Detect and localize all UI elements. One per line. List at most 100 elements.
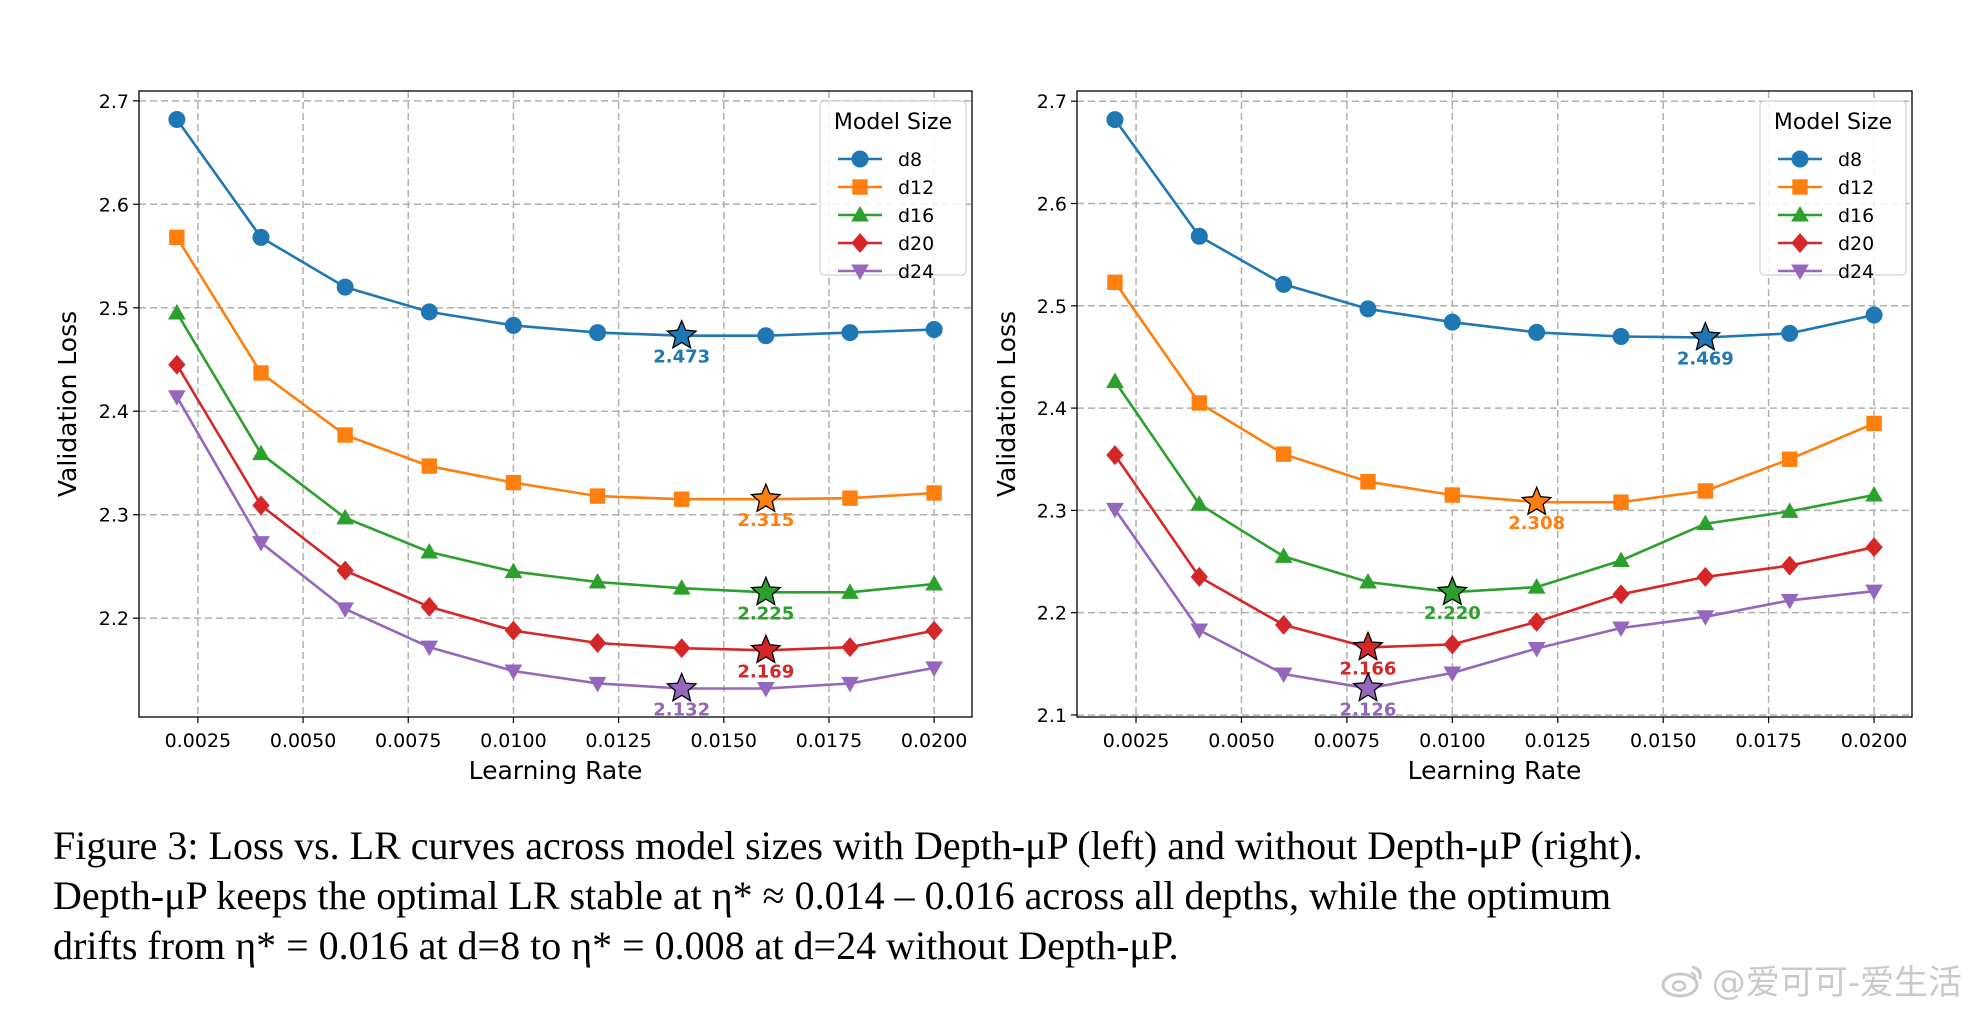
legend-label-d20: d20 (1838, 233, 1874, 255)
caption-line-1: Figure 3: Loss vs. LR curves across mode… (53, 823, 1643, 868)
data-point-d8 (336, 278, 354, 296)
chart-panel-left: 0.0025 0.0050 0.0075 0.0100 0.0125 0.0150 0.01… (53, 90, 973, 785)
data-point-d16 (841, 583, 859, 599)
series-d12: 2.308 (1107, 274, 1882, 534)
legend-box (819, 100, 967, 276)
legend-label-d8: d8 (1838, 149, 1862, 171)
optimum-label-d8: 2.473 (653, 347, 710, 368)
series-d16: 2.225 (168, 303, 943, 624)
data-point-d24 (1190, 623, 1209, 640)
optimum-star-d20 (749, 633, 782, 664)
optimum-star-d16 (1436, 575, 1469, 606)
caption-line-2: Depth-μP keeps the optimal LR stable at … (53, 873, 1612, 918)
data-point-d12 (1191, 395, 1207, 411)
data-point-d8 (1275, 275, 1293, 293)
optimum-star-d8 (665, 319, 698, 350)
series-line-d16 (175, 312, 935, 594)
legend-marker-d8 (851, 150, 869, 168)
axes-frame (138, 90, 973, 718)
optimum-label-d20: 2.169 (737, 661, 794, 682)
optimum-label-d12: 2.315 (737, 510, 794, 531)
y-axis-label: Validation Loss (53, 311, 82, 497)
data-point-d12 (842, 490, 858, 506)
series-line-d20 (175, 364, 935, 652)
data-point-d12 (505, 474, 522, 491)
data-point-d8 (1781, 324, 1799, 342)
optimum-label-d12: 2.308 (1508, 513, 1565, 534)
legend-marker-d24 (1791, 264, 1809, 281)
data-point-d16 (1190, 495, 1209, 511)
series-d8: 2.473 (168, 110, 943, 368)
data-point-d12 (169, 229, 185, 246)
data-point-d16 (1780, 502, 1799, 518)
data-point-d20 (1106, 445, 1124, 466)
x-tick-label: 0.0100 (480, 730, 546, 752)
data-point-d16 (168, 303, 186, 320)
data-point-d16 (1612, 551, 1630, 567)
legend-label-d12: d12 (1838, 177, 1874, 199)
x-tick-label: 0.0125 (585, 730, 651, 752)
weibo-logo-icon (1661, 965, 1702, 997)
optimum-star-d8 (1689, 320, 1722, 351)
legend: Model Size d8 d12 d16 d20 d24 (819, 100, 967, 283)
data-point-d8 (757, 327, 775, 345)
series-d8: 2.469 (1106, 111, 1883, 370)
data-point-d16 (1359, 572, 1377, 589)
legend-label-d8: d8 (898, 149, 922, 171)
data-point-d12 (926, 485, 942, 501)
series-line-d8 (1113, 118, 1875, 339)
data-point-d16 (252, 444, 270, 461)
series-d12: 2.315 (169, 229, 942, 531)
data-point-d16 (420, 542, 439, 559)
data-point-d8 (925, 321, 943, 339)
data-point-d20 (1865, 537, 1883, 558)
data-point-d20 (841, 637, 859, 658)
series-line-d12 (175, 236, 935, 501)
optimum-label-d16: 2.225 (737, 603, 794, 624)
y-axis-label: Validation Loss (992, 311, 1021, 497)
legend-label-d12: d12 (898, 177, 934, 199)
x-axis-label: Learning Rate (1408, 756, 1582, 785)
legend-title: Model Size (1774, 110, 1892, 135)
data-point-d24 (841, 676, 859, 693)
x-tick-label: 0.0175 (1735, 730, 1801, 752)
series-d24: 2.132 (168, 390, 943, 721)
legend-label-d16: d16 (898, 205, 934, 227)
x-tick-label: 0.0025 (1103, 730, 1169, 752)
data-point-d24 (1527, 641, 1546, 658)
axes-frame (1076, 90, 1913, 718)
data-point-d8 (1190, 227, 1208, 245)
optimum-star-d12 (1520, 485, 1553, 516)
optimum-label-d8: 2.469 (1677, 349, 1734, 370)
data-point-d24 (588, 676, 607, 693)
legend-marker-d16 (1791, 205, 1809, 222)
data-point-d24 (1612, 621, 1630, 638)
x-tick-label: 0.0075 (1314, 730, 1380, 752)
optimum-star-d24 (665, 671, 698, 703)
series-line-d24 (175, 396, 935, 690)
optimum-star-d16 (749, 575, 782, 606)
x-tick-label: 0.0125 (1525, 730, 1591, 752)
data-point-d8 (1612, 327, 1630, 345)
data-point-d16 (504, 562, 523, 579)
data-point-d16 (1106, 372, 1124, 388)
series-line-d8 (175, 118, 935, 338)
data-point-d20 (168, 354, 186, 375)
data-point-d20 (336, 560, 354, 581)
data-point-d24 (1780, 593, 1799, 610)
data-point-d12 (421, 458, 437, 474)
data-point-d8 (168, 110, 186, 128)
data-point-d20 (1443, 634, 1461, 655)
y-tick-label: 2.2 (1037, 603, 1067, 625)
series-line-d12 (1113, 281, 1875, 504)
legend-label-d20: d20 (898, 233, 934, 255)
chart-panel-right: 0.0025 0.0050 0.0075 0.0100 0.0125 0.0150 0.01… (992, 90, 1913, 785)
y-tick-label: 2.7 (99, 91, 129, 113)
x-tick-label: 0.0200 (901, 730, 967, 752)
data-point-d20 (1528, 611, 1546, 632)
optimum-label-d24: 2.126 (1340, 699, 1397, 720)
data-point-d24 (1443, 666, 1462, 683)
data-point-d24 (1274, 667, 1293, 684)
data-point-d24 (756, 682, 775, 698)
